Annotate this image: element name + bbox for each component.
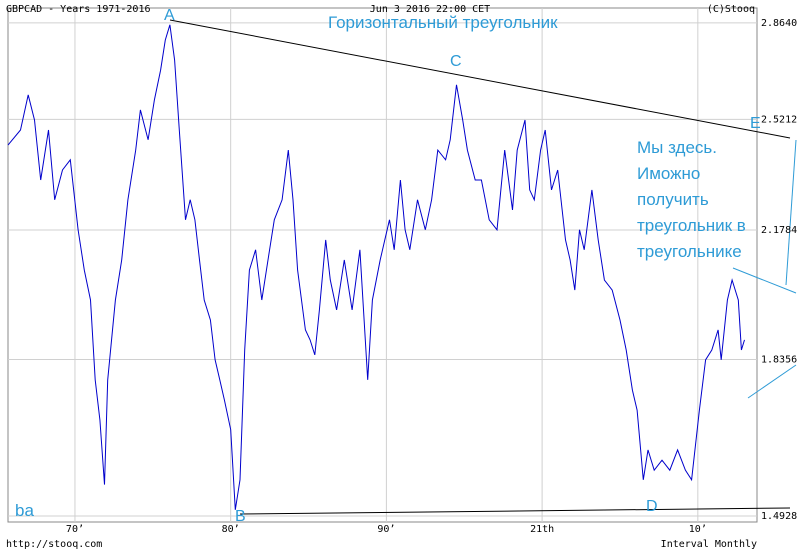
sketch-line (732, 267, 797, 294)
note-line: Мы здесь. (637, 138, 717, 157)
note-line: Иможно (637, 164, 700, 183)
sketch-line (747, 364, 797, 399)
pattern-title: Горизонтальный треугольник (328, 13, 558, 32)
chart-title: GBPCAD - Years 1971-2016 (6, 4, 151, 15)
point-label: B (235, 508, 246, 525)
x-tick-label: 10’ (689, 524, 707, 535)
y-tick-label: 1.8356 (761, 355, 797, 366)
url: http://stooq.com (6, 539, 102, 550)
note-line: треугольник в (637, 216, 746, 235)
price-layer (7, 24, 745, 510)
point-label: A (164, 7, 175, 24)
y-tick-label: 2.8640 (761, 18, 797, 29)
y-tick-label: 2.1784 (761, 225, 797, 236)
note-line: треугольнике (637, 242, 742, 261)
x-tick-label: 70’ (66, 524, 84, 535)
plot-area (7, 7, 758, 523)
x-tick-label: 90’ (377, 524, 395, 535)
price-line (7, 24, 745, 510)
y-tick-label: 2.5212 (761, 114, 797, 125)
point-label: D (646, 498, 658, 515)
grid (8, 8, 757, 522)
trend-line-top (169, 19, 791, 139)
source: (C)Stooq (707, 4, 755, 15)
y-tick-label: 1.4928 (761, 511, 797, 522)
x-tick-label: 80’ (222, 524, 240, 535)
corner-label: ba (15, 501, 34, 520)
point-label: E (750, 115, 761, 132)
note: Мы здесь. Иможно получить треугольник в треу… (637, 138, 746, 261)
point-label: C (450, 53, 462, 70)
timestamp: Jun 3 2016 22:00 CET (370, 4, 490, 15)
note-line: получить (637, 190, 709, 209)
x-tick-label: 21th (530, 524, 554, 535)
sketch-line (785, 139, 797, 286)
interval: Interval Monthly (661, 539, 757, 550)
trend-line-bottom (239, 507, 791, 515)
